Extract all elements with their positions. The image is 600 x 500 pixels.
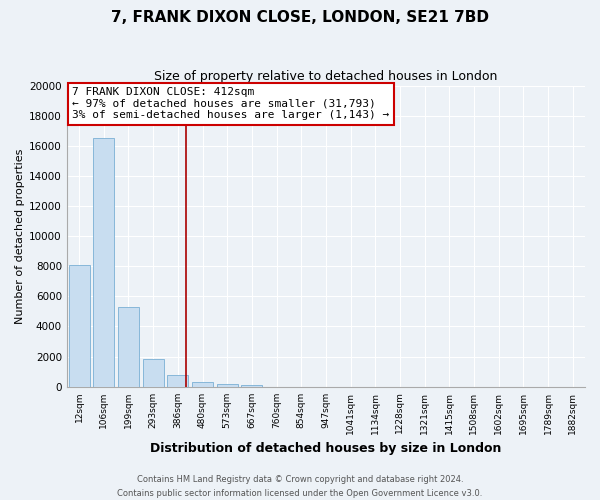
Text: 7 FRANK DIXON CLOSE: 412sqm
← 97% of detached houses are smaller (31,793)
3% of : 7 FRANK DIXON CLOSE: 412sqm ← 97% of det… bbox=[72, 87, 389, 120]
Bar bbox=[143, 359, 164, 386]
Bar bbox=[118, 307, 139, 386]
Bar bbox=[217, 384, 238, 386]
Y-axis label: Number of detached properties: Number of detached properties bbox=[15, 148, 25, 324]
Bar bbox=[241, 385, 262, 386]
Bar bbox=[68, 264, 89, 386]
Text: Contains HM Land Registry data © Crown copyright and database right 2024.
Contai: Contains HM Land Registry data © Crown c… bbox=[118, 476, 482, 498]
Title: Size of property relative to detached houses in London: Size of property relative to detached ho… bbox=[154, 70, 497, 83]
Text: 7, FRANK DIXON CLOSE, LONDON, SE21 7BD: 7, FRANK DIXON CLOSE, LONDON, SE21 7BD bbox=[111, 10, 489, 25]
Bar bbox=[192, 382, 213, 386]
Bar bbox=[94, 138, 114, 386]
X-axis label: Distribution of detached houses by size in London: Distribution of detached houses by size … bbox=[150, 442, 502, 455]
Bar bbox=[167, 374, 188, 386]
